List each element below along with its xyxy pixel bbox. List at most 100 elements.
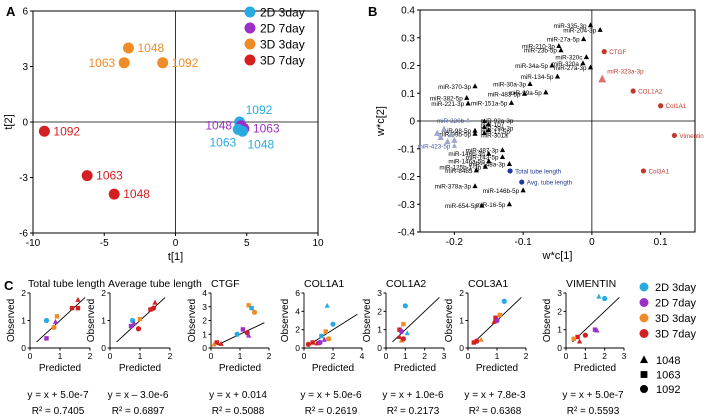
subplot-title: Average tube length — [108, 278, 202, 290]
cluster-point — [482, 124, 487, 129]
loading-point — [601, 49, 607, 55]
y-axis-label: t[2] — [3, 114, 15, 129]
loading-point — [472, 130, 478, 136]
data-point — [150, 305, 157, 311]
legend-groups-top: 2D 3day 2D 7day 3D 3day 3D 7day — [244, 6, 305, 68]
y-tick-label: 4 — [295, 306, 300, 316]
y-tick-label: 2 — [377, 306, 382, 316]
y-axis-label: Observed — [542, 299, 553, 342]
subplot-col3a1: COL3A1 0 1 2 0 1 2 Predicted Observed y = x + 7.8… — [444, 278, 529, 417]
point-label: 1048 — [247, 137, 274, 151]
loading-label: miR-16-5p — [476, 202, 506, 209]
data-point — [330, 321, 336, 327]
loading-point — [508, 99, 515, 105]
loading-point — [658, 103, 664, 109]
loading-label: miR-146a-5p — [448, 159, 485, 166]
loading-label: miR-23b-5p — [524, 48, 557, 55]
x-tick-label: 5 — [244, 238, 250, 249]
y-tick-label: 0 — [22, 118, 28, 129]
data-point — [321, 336, 327, 342]
loading-label: CTGF — [609, 49, 626, 56]
loading-label: miR-30a-3p — [493, 82, 526, 89]
cluster-point — [482, 130, 487, 135]
loading-label: miR-34a-5p — [515, 63, 548, 70]
x-axis-label: Predicted — [394, 363, 436, 374]
y-tick-label: 1 — [21, 316, 26, 326]
loading-label: miR-221-3p — [431, 101, 464, 108]
loading-label: miR-125b-1-3p — [439, 164, 481, 171]
loading-point — [486, 158, 492, 164]
data-point — [218, 340, 224, 346]
data-point — [75, 296, 81, 302]
loading-point — [520, 187, 526, 193]
legend-shape — [640, 371, 648, 378]
loading-label: miR-370-3p — [438, 84, 471, 91]
y-axis-label: Observed — [362, 299, 373, 342]
data-point — [592, 327, 598, 332]
data-point — [596, 293, 602, 299]
cluster-label: miR-92a-3p — [480, 118, 513, 125]
data-point — [75, 305, 81, 311]
grey-cluster-point — [444, 138, 451, 145]
data-point — [582, 332, 588, 338]
r-squared: R² = 0.5593 — [567, 406, 620, 417]
grey-cluster-point — [440, 125, 448, 132]
loading-point — [630, 88, 636, 94]
loading-point — [472, 183, 478, 189]
data-point — [397, 327, 402, 332]
data-point — [491, 318, 497, 324]
data-point — [323, 329, 328, 334]
data-point — [51, 324, 57, 330]
loading-point — [543, 89, 549, 95]
y-tick-label: 2 — [459, 288, 464, 298]
fit-line — [217, 322, 265, 346]
data-point — [246, 303, 251, 308]
x-tick-label: -5 — [100, 238, 109, 249]
data-point — [402, 303, 408, 309]
data-point — [396, 334, 403, 339]
point-label: 1063 — [88, 56, 115, 70]
y-tick-label: 3 — [557, 288, 562, 298]
loading-label: miR-378a-3p — [435, 184, 472, 191]
loading-label: miR-320c — [555, 55, 582, 62]
fit-line — [310, 313, 358, 345]
loading-point — [507, 168, 513, 174]
loading-label: miR-99b-5p — [438, 131, 471, 138]
loading-point — [506, 161, 512, 166]
y-tick-label: -0.1 — [398, 144, 416, 155]
x-axis-label: w*c[1] — [542, 250, 573, 262]
loading-label: miR-98-5p — [442, 128, 472, 135]
x-tick-label: 2 — [331, 351, 336, 361]
subplot-title: CTGF — [211, 278, 240, 290]
loading-label: miR-210-3p — [522, 44, 555, 51]
r-squared: R² = 0.2619 — [305, 406, 358, 417]
point-label: 1063 — [96, 169, 123, 183]
data-point — [251, 309, 258, 315]
y-tick-label: 0.3 — [401, 33, 415, 44]
fit-line — [392, 297, 440, 343]
loading-point — [519, 179, 525, 185]
point-label: 1048 — [137, 41, 164, 55]
loading-label: COL1A2 — [638, 89, 663, 96]
x-tick-label: 0 — [108, 351, 113, 361]
data-point — [43, 317, 50, 324]
data-point — [326, 336, 332, 342]
data-point — [152, 299, 158, 305]
y-tick-label: 2 — [295, 325, 300, 335]
loading-point — [472, 83, 478, 89]
loading-label: miR-27a-3p — [554, 65, 587, 72]
point-label: 1092 — [172, 56, 199, 70]
cluster-point — [486, 121, 491, 126]
y-tick-label: 0.4 — [401, 6, 415, 17]
fit-line — [572, 297, 620, 343]
subplot-title: COL3A1 — [468, 278, 508, 290]
loading-label: miR-483-5p — [488, 91, 521, 98]
loading-label: miR-8485 — [445, 168, 473, 175]
cluster-label: miR-107 — [480, 122, 504, 129]
x-tick-label: 10 — [312, 238, 324, 249]
loading-label: miR-320a — [552, 61, 580, 68]
data-point — [501, 298, 507, 304]
x-tick-label: 2 — [422, 351, 427, 361]
data-point — [497, 312, 503, 318]
loading-point — [451, 142, 457, 148]
